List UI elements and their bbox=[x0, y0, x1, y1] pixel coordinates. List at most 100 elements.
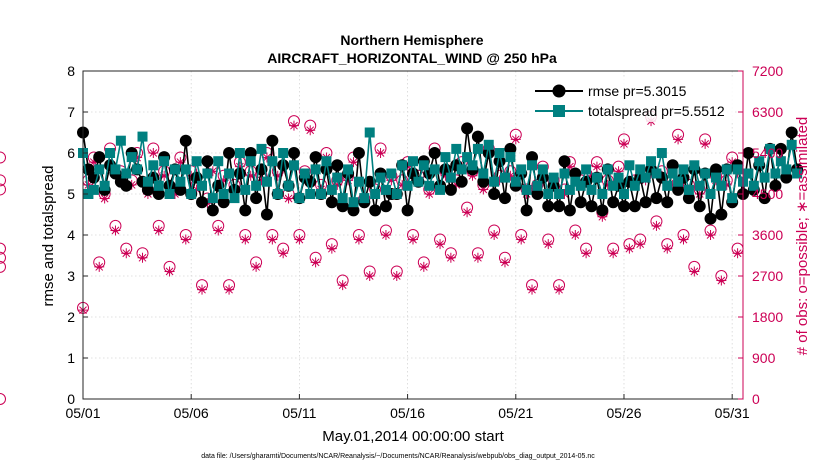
totalspread-point bbox=[256, 143, 267, 154]
assimilated-obs-point bbox=[624, 243, 635, 254]
totalspread-point bbox=[499, 172, 510, 183]
y-right-axis-ticks: 0 900 1800 2700 3600 4500 5400 6300 7200 bbox=[738, 63, 783, 407]
x-tick-label: 05/06 bbox=[174, 405, 209, 421]
assimilated-obs-point bbox=[559, 189, 570, 199]
assimilated-obs-point bbox=[651, 220, 662, 231]
legend: rmse pr=5.3015 totalspread pr=5.5512 bbox=[530, 78, 735, 122]
x-tick-label: 05/31 bbox=[715, 405, 750, 421]
rmse-point bbox=[152, 188, 165, 200]
chart-title-line-1: Northern Hemisphere bbox=[340, 32, 483, 48]
totalspread-point bbox=[683, 184, 694, 195]
totalspread-point bbox=[759, 172, 770, 183]
y-left-tick-label: 3 bbox=[67, 268, 75, 284]
assimilated-obs-point bbox=[732, 248, 743, 259]
rmse-point bbox=[531, 188, 544, 200]
totalspread-point bbox=[272, 189, 283, 199]
assimilated-obs-point bbox=[272, 170, 283, 181]
totalspread-point bbox=[667, 168, 678, 179]
assimilated-obs-point bbox=[380, 230, 391, 240]
totalspread-point bbox=[727, 193, 738, 204]
rmse-point bbox=[769, 179, 782, 192]
assimilated-obs-point bbox=[288, 120, 299, 131]
assimilated-obs-point bbox=[613, 166, 624, 177]
legend-totalspread-marker bbox=[553, 105, 565, 117]
rmse-point bbox=[488, 188, 501, 200]
rmse-point bbox=[585, 200, 598, 213]
assimilated-obs-point bbox=[245, 170, 256, 181]
assimilated-obs-point bbox=[662, 243, 673, 254]
totalspread-point bbox=[586, 184, 597, 195]
totalspread-point bbox=[186, 189, 197, 199]
totalspread-point bbox=[148, 160, 159, 171]
rmse-point bbox=[504, 142, 517, 155]
assimilated-obs-point bbox=[597, 211, 608, 222]
totalspread-point bbox=[510, 176, 521, 187]
footnote: data file: /Users/gharamti/Documents/NCA… bbox=[201, 453, 595, 460]
assimilated-obs-point bbox=[121, 248, 132, 259]
totalspread-point bbox=[169, 164, 180, 175]
assimilated-obs-point bbox=[175, 157, 186, 168]
rmse-point bbox=[682, 192, 695, 205]
assimilated-obs-point bbox=[451, 179, 462, 190]
assimilated-obs-point bbox=[88, 157, 99, 168]
rmse-point bbox=[277, 159, 290, 172]
totalspread-point bbox=[294, 193, 305, 204]
totalspread-point bbox=[770, 168, 781, 179]
totalspread-point bbox=[527, 160, 538, 171]
rmse-point bbox=[477, 175, 490, 188]
x-tick-label: 05/16 bbox=[390, 405, 425, 421]
assimilated-obs-point bbox=[391, 271, 402, 281]
x-tick-label: 05/11 bbox=[282, 405, 316, 421]
assimilated-obs-point bbox=[408, 234, 418, 245]
totalspread-point bbox=[505, 152, 516, 163]
totalspread-point bbox=[521, 184, 532, 195]
totalspread-point bbox=[472, 143, 483, 154]
assimilated-obs-point bbox=[667, 179, 678, 190]
possible-obs-point bbox=[0, 151, 6, 164]
rmse-point bbox=[617, 200, 630, 213]
possible-obs-point bbox=[0, 174, 6, 187]
totalspread-point bbox=[781, 164, 792, 175]
assimilated-obs-point bbox=[418, 261, 429, 272]
rmse-point bbox=[266, 134, 279, 147]
assimilated-obs-point bbox=[424, 189, 435, 199]
rmse-point bbox=[325, 196, 338, 209]
assimilated-obs-point bbox=[494, 175, 505, 186]
totalspread-point bbox=[175, 176, 186, 187]
assimilated-obs-point bbox=[251, 261, 262, 272]
assimilated-obs-point bbox=[137, 252, 148, 263]
assimilated-obs-point bbox=[337, 280, 348, 291]
totalspread-point bbox=[299, 168, 310, 179]
totalspread-point bbox=[570, 176, 581, 187]
rmse-point bbox=[596, 204, 609, 217]
y-right-tick-label: 1800 bbox=[752, 309, 783, 325]
y-right-axis-label: # of obs: o=possible; ∗=assimilated bbox=[794, 117, 811, 356]
y-left-tick-label: 2 bbox=[67, 309, 75, 325]
rmse-point bbox=[607, 196, 620, 209]
rmse-point bbox=[709, 163, 722, 176]
assimilated-obs-point bbox=[148, 148, 159, 158]
totalspread-point bbox=[629, 180, 640, 191]
rmse-point bbox=[558, 155, 571, 168]
rmse-point bbox=[553, 200, 566, 213]
totalspread-point bbox=[402, 180, 413, 191]
rmse-point bbox=[542, 200, 555, 213]
totalspread-point bbox=[532, 180, 543, 191]
totalspread-point bbox=[332, 172, 343, 183]
totalspread-point bbox=[142, 176, 153, 187]
totalspread-point bbox=[786, 139, 797, 150]
totalspread-point bbox=[88, 184, 99, 195]
assimilated-obs-point bbox=[591, 161, 602, 172]
totalspread-point bbox=[310, 164, 321, 175]
assimilated-obs-point bbox=[554, 284, 565, 295]
rmse-point bbox=[520, 204, 533, 217]
totalspread-point bbox=[429, 164, 440, 175]
totalspread-point bbox=[700, 168, 711, 179]
assimilated-obs-point bbox=[283, 193, 294, 204]
assimilated-obs-point bbox=[505, 170, 516, 181]
x-tick-label: 05/01 bbox=[65, 405, 100, 421]
assimilated-obs-point bbox=[570, 230, 581, 240]
assimilated-obs-point bbox=[207, 166, 218, 177]
totalspread-point bbox=[353, 176, 364, 187]
